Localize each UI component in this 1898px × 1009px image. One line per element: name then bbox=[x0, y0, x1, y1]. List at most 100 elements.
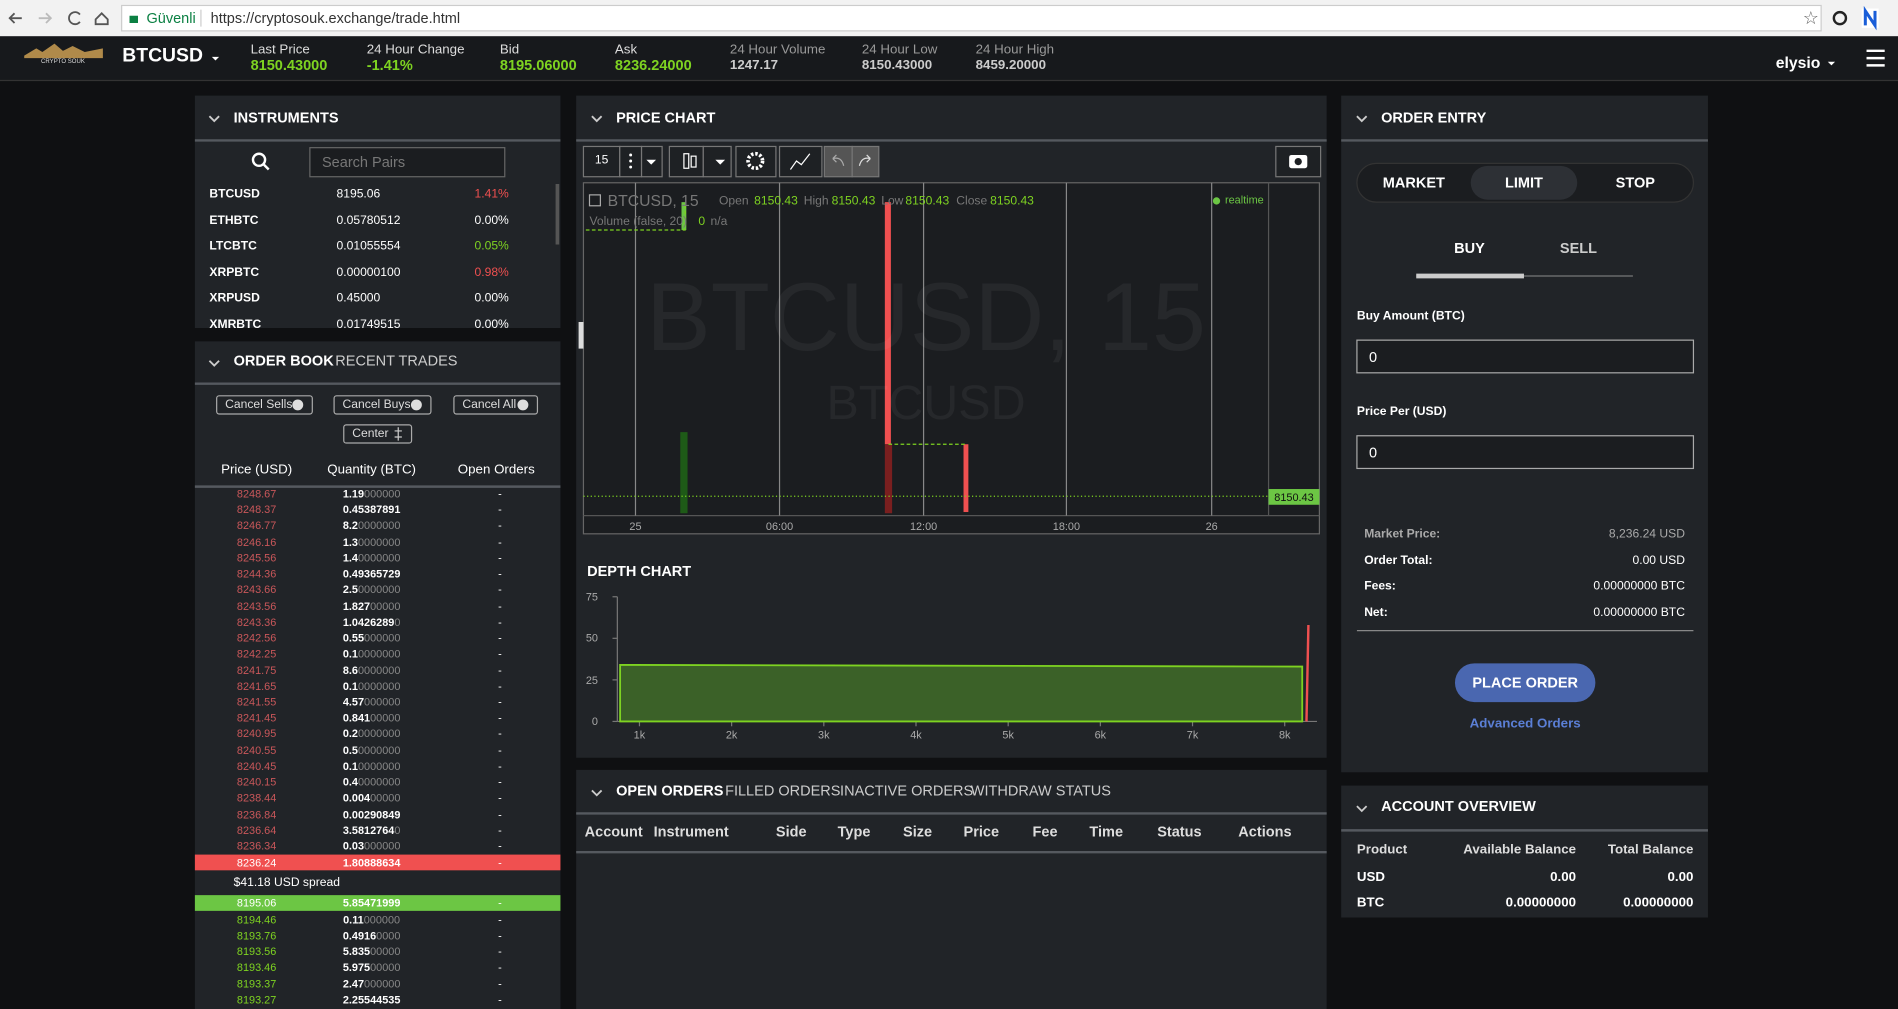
price: 8242.56 bbox=[236, 631, 277, 645]
x-tick-label: 4k bbox=[910, 728, 922, 741]
quantity: 1.80888634 bbox=[342, 856, 401, 869]
price: 8248.67 bbox=[236, 487, 277, 500]
mode-tab[interactable]: MARKET bbox=[1382, 174, 1445, 192]
quantity: 8.20000000 bbox=[342, 519, 401, 532]
column-header: Type bbox=[837, 823, 871, 841]
tab[interactable]: RECENT TRADES bbox=[335, 352, 458, 370]
open-orders: - bbox=[498, 535, 502, 548]
column-header: Product bbox=[1356, 842, 1408, 858]
ohlc-label: Close bbox=[956, 194, 988, 209]
instrument-symbol[interactable]: XRPBTC bbox=[209, 266, 260, 280]
search-placeholder[interactable]: Search Pairs bbox=[321, 153, 406, 171]
ohlc-value: 8150.43 bbox=[831, 194, 876, 209]
price: 8241.55 bbox=[236, 695, 277, 709]
advanced-orders-link[interactable]: Advanced Orders bbox=[1469, 716, 1581, 732]
instrument-symbol[interactable]: BTCUSD bbox=[209, 187, 260, 201]
summary-label: Net: bbox=[1364, 606, 1388, 620]
quantity: 1.04262890 bbox=[342, 615, 401, 629]
price: 8243.66 bbox=[236, 583, 277, 597]
instrument-symbol[interactable]: XMRBTC bbox=[209, 318, 262, 332]
watermark: BTCUSD, 15 bbox=[646, 262, 1206, 371]
stat-label: 24 Hour High bbox=[975, 42, 1055, 57]
summary-value: 0.00000000 BTC bbox=[1593, 580, 1685, 594]
instrument-change: 0.05% bbox=[474, 239, 509, 254]
mode-tab[interactable]: LIMIT bbox=[1505, 174, 1543, 192]
mode-tab[interactable]: STOP bbox=[1615, 174, 1655, 192]
order-book-button[interactable]: Center bbox=[352, 427, 389, 441]
quantity: 1.19000000 bbox=[342, 487, 401, 500]
instrument-symbol[interactable]: XRPUSD bbox=[209, 292, 260, 306]
column-header: Price bbox=[963, 823, 1000, 841]
open-orders: - bbox=[498, 728, 502, 741]
depth-chart-title: DEPTH CHART bbox=[587, 562, 692, 580]
order-book-button[interactable]: Cancel Sells bbox=[225, 398, 293, 412]
price: 8244.36 bbox=[236, 567, 277, 580]
price: 8193.76 bbox=[236, 929, 277, 942]
price: 8236.64 bbox=[236, 824, 277, 837]
stat-label: 24 Hour Volume bbox=[729, 42, 826, 57]
open-orders-panel bbox=[576, 769, 1327, 1009]
quantity: 0.10000000 bbox=[342, 760, 401, 773]
quantity: 0.10000000 bbox=[342, 679, 401, 693]
secure-label: Güvenli bbox=[146, 9, 196, 27]
tab-active[interactable]: ORDER BOOK bbox=[233, 352, 334, 370]
price: 8240.95 bbox=[236, 728, 277, 741]
quantity: 1.30000000 bbox=[342, 535, 401, 548]
column-header: Total Balance bbox=[1607, 842, 1694, 858]
price: 8246.77 bbox=[236, 519, 277, 532]
place-order-label[interactable]: PLACE ORDER bbox=[1472, 674, 1579, 692]
amount-value[interactable]: 0 bbox=[1369, 348, 1378, 366]
quantity: 0.55000000 bbox=[342, 631, 401, 645]
watermark-sub: BTCUSD bbox=[826, 376, 1026, 430]
url[interactable]: https://cryptosouk.exchange/trade.html bbox=[210, 9, 461, 27]
price: 8193.46 bbox=[236, 961, 277, 974]
quantity: 4.57000000 bbox=[342, 695, 401, 709]
order-book-button[interactable]: Cancel Buys bbox=[342, 398, 411, 412]
tab[interactable]: FILLED ORDERS bbox=[725, 781, 841, 799]
open-orders: - bbox=[498, 896, 502, 910]
x-tick-label: 6k bbox=[1094, 728, 1107, 741]
quantity: 2.47000000 bbox=[342, 977, 401, 990]
x-tick-label: 7k bbox=[1186, 728, 1199, 741]
open-orders: - bbox=[498, 695, 502, 709]
order-book-button[interactable]: Cancel All bbox=[462, 398, 517, 412]
tab[interactable]: OPEN ORDERS bbox=[616, 781, 724, 799]
panel-title: ACCOUNT OVERVIEW bbox=[1381, 797, 1536, 815]
side-tab[interactable]: BUY bbox=[1454, 239, 1485, 257]
column-header: Open Orders bbox=[457, 462, 535, 477]
open-orders: - bbox=[498, 961, 502, 974]
pair-selector[interactable]: BTCUSD bbox=[122, 45, 203, 67]
quantity: 0.00400000 bbox=[342, 792, 401, 805]
column-header: Actions bbox=[1238, 823, 1292, 841]
app-header bbox=[0, 36, 1898, 82]
x-tick-label: 8k bbox=[1278, 728, 1291, 741]
price: 8241.75 bbox=[236, 663, 277, 677]
tab[interactable]: INACTIVE ORDERS bbox=[840, 781, 974, 799]
price: 8236.34 bbox=[236, 840, 277, 853]
interval-button[interactable]: 15 bbox=[594, 153, 609, 168]
column-header: Size bbox=[903, 823, 933, 841]
side-tab[interactable]: SELL bbox=[1559, 239, 1598, 257]
volume-label: Volume (false, 20) bbox=[589, 215, 688, 229]
instrument-price: 0.05780512 bbox=[336, 213, 401, 228]
instrument-symbol[interactable]: LTCBTC bbox=[209, 239, 257, 254]
account-overview-panel bbox=[1341, 785, 1708, 918]
price: 8243.36 bbox=[236, 615, 277, 629]
open-orders: - bbox=[498, 760, 502, 773]
quantity: 1.40000000 bbox=[342, 551, 401, 564]
column-header: Side bbox=[775, 823, 807, 841]
address-bar[interactable] bbox=[121, 4, 1822, 32]
y-tick-label: 75 bbox=[585, 590, 598, 603]
tab[interactable]: WITHDRAW STATUS bbox=[970, 781, 1111, 799]
open-orders: - bbox=[498, 663, 502, 677]
instrument-price: 0.01055554 bbox=[336, 239, 401, 254]
price-value[interactable]: 0 bbox=[1369, 444, 1378, 462]
user-menu[interactable]: elysio bbox=[1775, 53, 1821, 72]
price: 8242.25 bbox=[236, 647, 277, 661]
time-label: 12:00 bbox=[909, 520, 938, 533]
open-orders: - bbox=[498, 615, 502, 629]
column-header: Instrument bbox=[653, 823, 729, 841]
instrument-symbol[interactable]: ETHBTC bbox=[209, 213, 259, 228]
open-orders: - bbox=[498, 567, 502, 580]
